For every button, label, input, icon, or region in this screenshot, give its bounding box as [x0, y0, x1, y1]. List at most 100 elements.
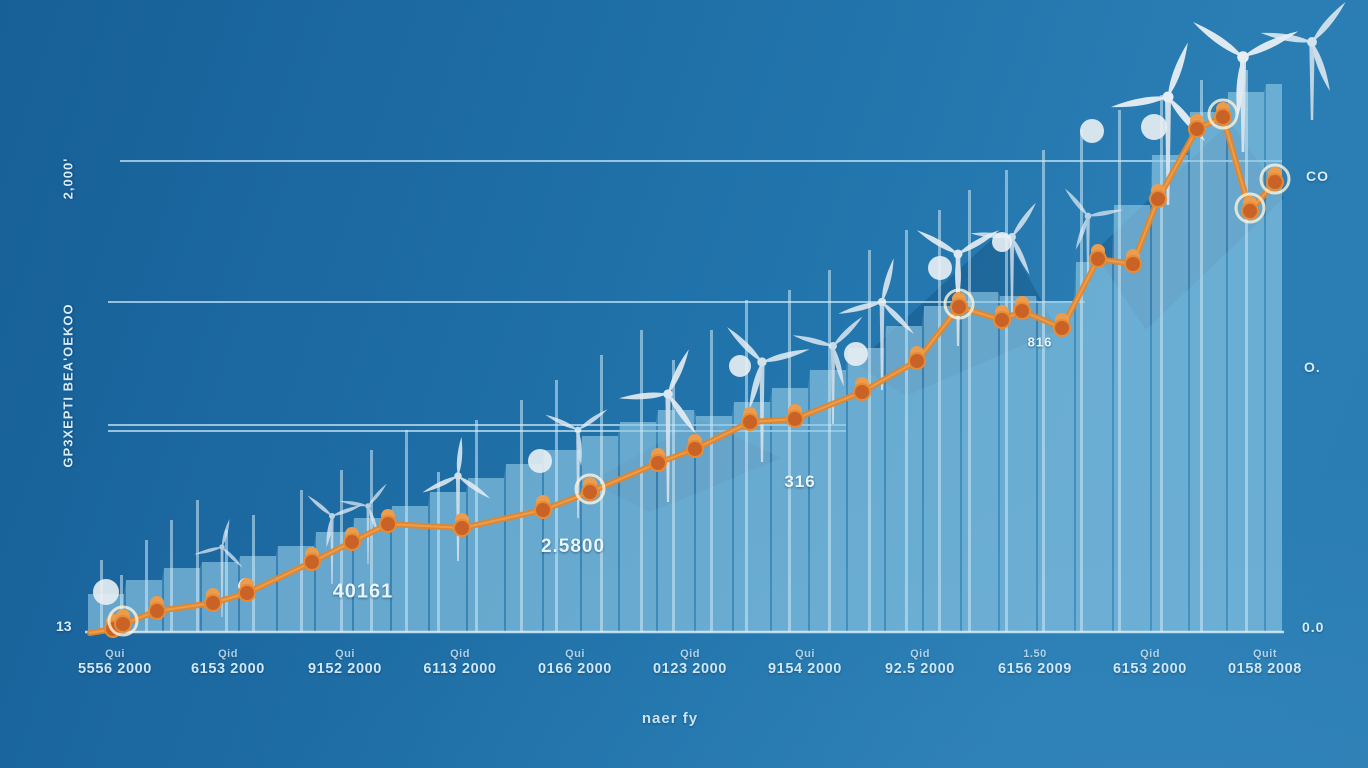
data-point-marker [1089, 244, 1107, 268]
sphere-decoration [992, 232, 1012, 252]
x-tick-bottom-line: 6153 2000 [191, 661, 265, 677]
data-value-label: 316 [784, 472, 816, 491]
bar [430, 492, 466, 632]
bar [886, 326, 922, 632]
data-point-marker [1149, 184, 1167, 208]
streak-line [1080, 130, 1083, 632]
data-point-marker [574, 473, 606, 505]
streak-line [120, 575, 123, 632]
streak-line [745, 300, 748, 632]
streak-line [1042, 150, 1045, 632]
x-axis-tick-label: Qid 92.5 2000 [862, 648, 978, 677]
data-point-marker [1234, 192, 1266, 224]
x-tick-top-line: Qid [1140, 648, 1160, 660]
wind-turbine-icon [1260, 2, 1346, 120]
x-tick-bottom-line: 5556 2000 [78, 661, 152, 677]
x-axis-tick-label: 1.50 6156 2009 [977, 648, 1093, 677]
bar [468, 478, 504, 632]
streak-line [710, 330, 713, 632]
streak-line [1245, 70, 1248, 632]
sphere-decoration [928, 256, 952, 280]
wind-turbine-icon [307, 495, 362, 584]
data-point-marker [786, 404, 804, 428]
bar [164, 568, 200, 632]
x-axis-tick-label: Qid 0123 2000 [632, 648, 748, 677]
data-point-marker [1124, 249, 1142, 273]
streak-line [1118, 110, 1121, 632]
data-point-marker [534, 495, 552, 519]
x-tick-top-line: Qui [335, 648, 355, 660]
streak-line [905, 230, 908, 632]
streak-line [672, 360, 675, 632]
x-axis-tick-label: Qid 6153 2000 [170, 648, 286, 677]
x-tick-top-line: Qui [795, 648, 815, 660]
y-axis-left-label-bottom: 13 [56, 618, 72, 634]
x-tick-bottom-line: 6153 2000 [1113, 661, 1187, 677]
bar [962, 292, 998, 632]
x-axis-tick-label: Qui 9154 2000 [747, 648, 863, 677]
bar [1266, 84, 1282, 632]
data-point-marker [1259, 163, 1291, 195]
wind-turbine-icon [727, 327, 810, 462]
streak-line [868, 250, 871, 632]
data-point-marker [204, 588, 222, 612]
data-point-marker [303, 547, 321, 571]
x-tick-bottom-line: 9154 2000 [768, 661, 842, 677]
y-axis-right-label-middle: O. [1304, 359, 1321, 375]
x-tick-top-line: Qid [910, 648, 930, 660]
bar [544, 450, 580, 632]
x-axis-tick-label: Qid 6153 2000 [1092, 648, 1208, 677]
x-tick-bottom-line: 9152 2000 [308, 661, 382, 677]
x-tick-top-line: Qui [565, 648, 585, 660]
x-tick-bottom-line: 0166 2000 [538, 661, 612, 677]
bar [1152, 155, 1188, 632]
streak-line [225, 530, 228, 632]
data-point-marker [343, 527, 361, 551]
streak-line [340, 470, 343, 632]
bar [734, 402, 770, 632]
data-point-marker [453, 513, 471, 537]
sphere-decoration [729, 355, 751, 377]
x-tick-top-line: Quit [1253, 648, 1277, 660]
streak-line [968, 190, 971, 632]
streak-line [437, 472, 440, 632]
bar [620, 422, 656, 632]
streak-line [828, 270, 831, 632]
bar [506, 464, 542, 632]
y-axis-left-label-middle: GP3XEPTI BEA'OEKOO [60, 303, 76, 468]
data-point-marker [649, 448, 667, 472]
data-value-label: 40161 [332, 580, 394, 603]
streak-line [788, 290, 791, 632]
sphere-decoration [528, 449, 552, 473]
data-point-marker [686, 434, 704, 458]
x-tick-top-line: Qid [450, 648, 470, 660]
wind-turbine-icon [1064, 188, 1124, 284]
data-point-marker [943, 288, 975, 320]
streak-line [370, 450, 373, 632]
streak-line [405, 430, 408, 632]
streak-line [1160, 95, 1163, 632]
x-tick-top-line: Qid [680, 648, 700, 660]
sphere-decoration [1080, 119, 1104, 143]
x-axis-tick-label: Qid 6113 2000 [402, 648, 518, 677]
y-axis-right-label-top: CO [1306, 168, 1329, 184]
x-axis-tick-label: Quit 0158 2008 [1207, 648, 1323, 677]
x-tick-top-line: Qid [218, 648, 238, 660]
x-axis-title: naer fy [641, 710, 699, 727]
data-point-marker [1188, 114, 1206, 138]
streak-line [1200, 80, 1203, 632]
x-axis-tick-label: Qui 9152 2000 [287, 648, 403, 677]
streak-line [300, 490, 303, 632]
x-tick-bottom-line: 0123 2000 [653, 661, 727, 677]
x-axis-tick-label: Qui 5556 2000 [57, 648, 173, 677]
streak-line [938, 210, 941, 632]
streak-line [252, 515, 255, 632]
x-tick-bottom-line: 92.5 2000 [885, 661, 955, 677]
data-point-marker [993, 305, 1011, 329]
x-tick-bottom-line: 6113 2000 [423, 661, 497, 677]
data-value-label: 816 [1027, 334, 1053, 350]
x-tick-top-line: Qui [105, 648, 125, 660]
x-tick-bottom-line: 6156 2009 [998, 661, 1072, 677]
bar [1190, 112, 1226, 632]
